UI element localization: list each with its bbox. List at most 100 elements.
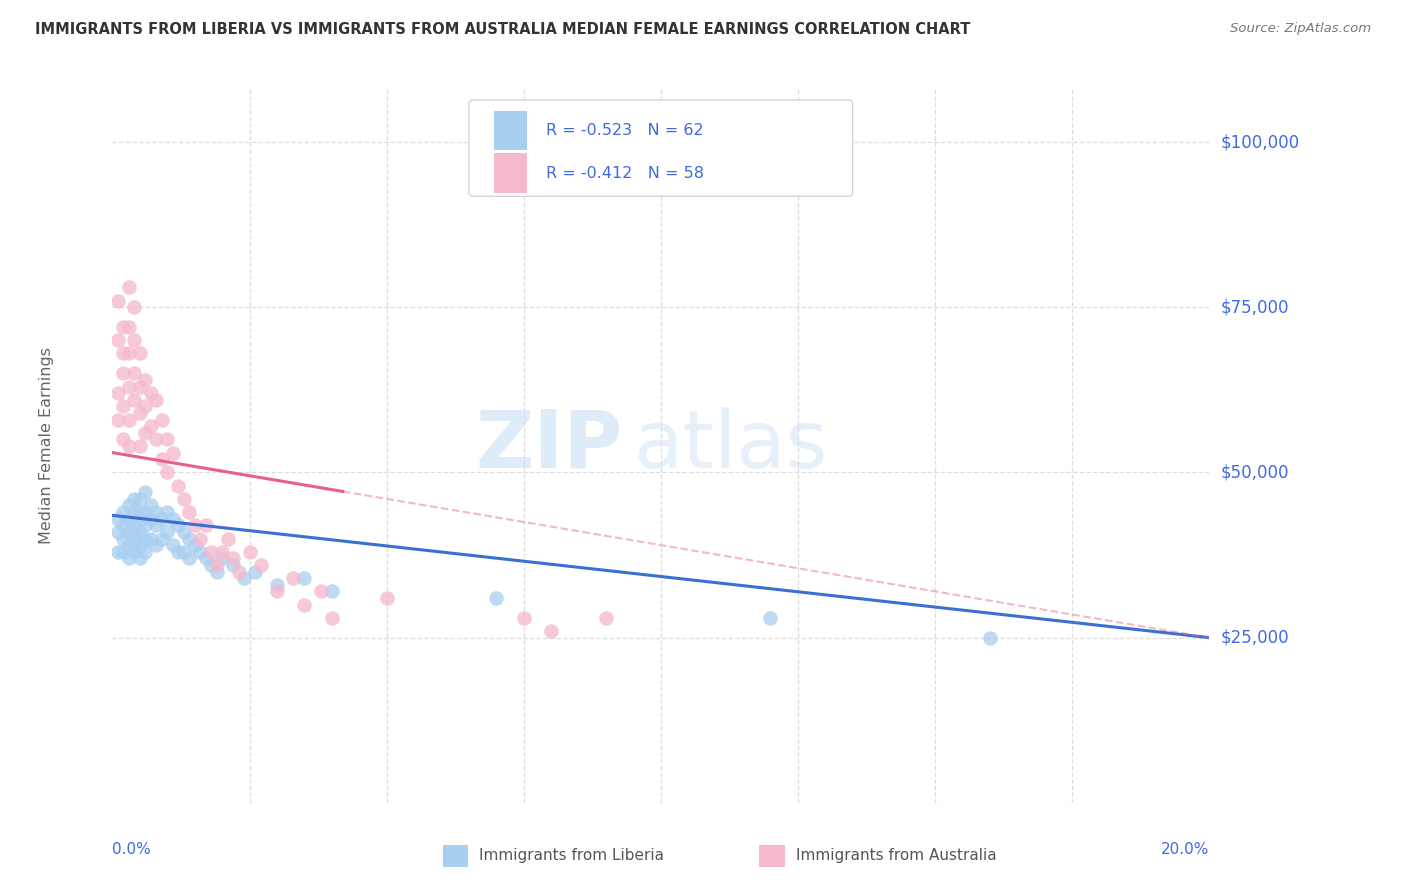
Point: [188, 545, 211, 559]
FancyBboxPatch shape: [470, 100, 853, 196]
Point: [134, 518, 156, 533]
Point: [217, 532, 239, 546]
Text: $50,000: $50,000: [1220, 464, 1289, 482]
Point: [134, 545, 156, 559]
Text: Source: ZipAtlas.com: Source: ZipAtlas.com: [1230, 22, 1371, 36]
Text: Immigrants from Liberia: Immigrants from Liberia: [479, 848, 665, 863]
Point: [129, 524, 152, 539]
Point: [118, 511, 141, 525]
Point: [134, 532, 156, 546]
Point: [156, 466, 179, 480]
Point: [139, 499, 162, 513]
Point: [124, 545, 146, 559]
Point: [107, 511, 129, 525]
Point: [200, 558, 222, 572]
Point: [205, 565, 228, 579]
Point: [139, 511, 162, 525]
Point: [124, 367, 146, 381]
Point: [150, 452, 173, 467]
Point: [134, 505, 156, 519]
Point: [107, 293, 129, 308]
Point: [183, 538, 207, 552]
Text: IMMIGRANTS FROM LIBERIA VS IMMIGRANTS FROM AUSTRALIA MEDIAN FEMALE EARNINGS CORR: IMMIGRANTS FROM LIBERIA VS IMMIGRANTS FR…: [35, 22, 970, 37]
Point: [156, 505, 179, 519]
Point: [211, 545, 233, 559]
Text: ZIP: ZIP: [475, 407, 623, 485]
Point: [183, 518, 207, 533]
Point: [118, 346, 141, 360]
Text: $75,000: $75,000: [1220, 298, 1289, 317]
Point: [595, 611, 617, 625]
Point: [124, 491, 146, 506]
Text: 0.0%: 0.0%: [112, 842, 152, 857]
Point: [124, 505, 146, 519]
Point: [129, 505, 152, 519]
Point: [194, 551, 217, 566]
Point: [145, 538, 167, 552]
Point: [211, 551, 233, 566]
Point: [321, 584, 343, 599]
Point: [112, 433, 135, 447]
Point: [118, 524, 141, 539]
Point: [129, 346, 152, 360]
Point: [134, 400, 156, 414]
Text: Immigrants from Australia: Immigrants from Australia: [796, 848, 997, 863]
Point: [485, 591, 508, 605]
Point: [107, 524, 129, 539]
Text: Median Female Earnings: Median Female Earnings: [39, 348, 55, 544]
Point: [112, 532, 135, 546]
Point: [540, 624, 562, 638]
Point: [112, 400, 135, 414]
Point: [145, 392, 167, 407]
Point: [283, 571, 305, 585]
Point: [249, 558, 271, 572]
Point: [266, 584, 288, 599]
Point: [513, 611, 536, 625]
Point: [118, 551, 141, 566]
Point: [124, 392, 146, 407]
Point: [118, 538, 141, 552]
Point: [294, 598, 316, 612]
Point: [112, 346, 135, 360]
Point: [107, 545, 129, 559]
Point: [233, 571, 256, 585]
Point: [107, 386, 129, 401]
Point: [129, 538, 152, 552]
Point: [145, 505, 167, 519]
Point: [124, 518, 146, 533]
Point: [107, 333, 129, 347]
Point: [173, 545, 195, 559]
Point: [139, 532, 162, 546]
Point: [129, 491, 152, 506]
Point: [139, 386, 162, 401]
Point: [112, 367, 135, 381]
Point: [162, 511, 184, 525]
Point: [118, 439, 141, 453]
Point: [145, 518, 167, 533]
Point: [124, 538, 146, 552]
Point: [239, 545, 262, 559]
Text: atlas: atlas: [633, 407, 828, 485]
Point: [375, 591, 398, 605]
Text: $25,000: $25,000: [1220, 629, 1289, 647]
Point: [129, 406, 152, 420]
Point: [179, 505, 201, 519]
Point: [112, 545, 135, 559]
Point: [228, 565, 250, 579]
Point: [129, 551, 152, 566]
Point: [162, 445, 184, 459]
Point: [118, 320, 141, 334]
Point: [179, 551, 201, 566]
Point: [156, 433, 179, 447]
Point: [173, 524, 195, 539]
Point: [156, 524, 179, 539]
FancyBboxPatch shape: [494, 111, 527, 150]
Point: [205, 558, 228, 572]
Text: R = -0.412   N = 58: R = -0.412 N = 58: [546, 166, 703, 180]
Point: [118, 379, 141, 393]
Point: [194, 518, 217, 533]
Point: [243, 565, 266, 579]
Point: [266, 578, 288, 592]
Point: [145, 433, 167, 447]
Point: [112, 320, 135, 334]
